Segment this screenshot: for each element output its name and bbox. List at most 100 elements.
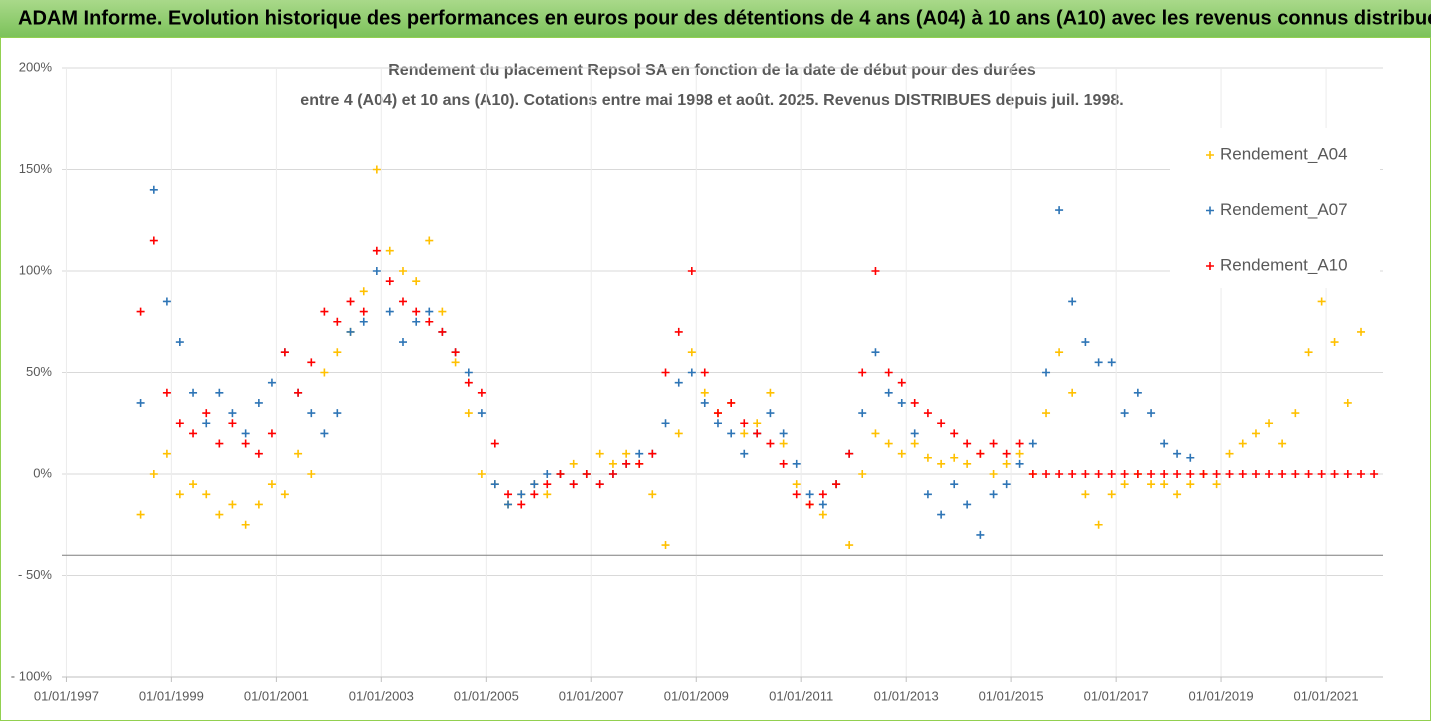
point	[359, 287, 368, 296]
point	[950, 429, 959, 438]
point	[1225, 449, 1234, 458]
point	[1042, 470, 1051, 478]
point	[267, 429, 276, 438]
point	[425, 317, 434, 326]
point	[766, 439, 775, 448]
point	[897, 449, 906, 458]
point	[241, 520, 250, 529]
point	[910, 429, 919, 438]
point	[674, 429, 683, 438]
point	[425, 307, 434, 316]
point	[228, 409, 237, 418]
x-tick-label: 01/01/2001	[244, 688, 309, 703]
point	[517, 490, 526, 499]
point	[740, 429, 749, 438]
point	[320, 368, 329, 377]
x-tick-label: 01/01/2021	[1294, 688, 1359, 703]
point	[779, 429, 788, 438]
point	[871, 429, 880, 438]
point	[175, 338, 184, 347]
x-tick-label: 01/01/2013	[874, 688, 939, 703]
point	[1317, 470, 1326, 478]
point	[464, 368, 473, 377]
point	[766, 388, 775, 397]
point	[989, 490, 998, 499]
point	[504, 490, 513, 499]
point	[753, 429, 762, 438]
point	[385, 277, 394, 286]
legend-label: Rendement_A10	[1220, 255, 1348, 274]
point	[398, 338, 407, 347]
point	[1173, 490, 1182, 499]
point	[1225, 470, 1234, 478]
point	[753, 419, 762, 428]
point	[1028, 439, 1037, 448]
point	[608, 470, 617, 478]
point	[215, 388, 224, 397]
point	[136, 398, 145, 407]
point	[372, 246, 381, 255]
point	[438, 327, 447, 336]
point	[1304, 348, 1313, 357]
point	[884, 388, 893, 397]
legend-label: Rendement_A04	[1220, 144, 1348, 163]
point	[661, 541, 670, 550]
point	[727, 429, 736, 438]
point	[228, 500, 237, 509]
point	[1186, 453, 1195, 462]
x-tick-label: 01/01/2015	[979, 688, 1044, 703]
point	[858, 470, 867, 478]
point	[779, 459, 788, 468]
point	[425, 236, 434, 245]
point	[1081, 338, 1090, 347]
point	[1251, 470, 1260, 478]
point	[1120, 480, 1129, 489]
point	[976, 449, 985, 458]
point	[149, 236, 158, 245]
point	[976, 530, 985, 539]
point	[1147, 480, 1156, 489]
point	[989, 470, 998, 478]
point	[884, 368, 893, 377]
point	[438, 307, 447, 316]
point	[818, 490, 827, 499]
point	[1002, 480, 1011, 489]
point	[346, 327, 355, 336]
point	[1147, 409, 1156, 418]
y-tick-label: 50%	[26, 364, 52, 379]
point	[635, 449, 644, 458]
point	[451, 358, 460, 367]
point	[543, 480, 552, 489]
point	[385, 307, 394, 316]
point	[1212, 480, 1221, 489]
point	[700, 368, 709, 377]
point	[648, 490, 657, 499]
point	[1081, 490, 1090, 499]
point	[1291, 409, 1300, 418]
point	[477, 409, 486, 418]
point	[162, 297, 171, 306]
x-tick-label: 01/01/1997	[34, 688, 99, 703]
point	[740, 419, 749, 428]
point	[1094, 520, 1103, 529]
header-bar	[0, 0, 1431, 37]
point	[700, 388, 709, 397]
point	[700, 398, 709, 407]
point	[1015, 449, 1024, 458]
point	[1265, 419, 1274, 428]
point	[280, 490, 289, 499]
point	[674, 327, 683, 336]
x-tick-label: 01/01/1999	[139, 688, 204, 703]
point	[228, 419, 237, 428]
point	[1186, 480, 1195, 489]
point	[727, 398, 736, 407]
point	[372, 267, 381, 275]
legend-marker	[1206, 206, 1214, 215]
point	[1212, 470, 1221, 478]
point	[963, 500, 972, 509]
point	[1343, 398, 1352, 407]
x-tick-label: 01/01/2007	[559, 688, 624, 703]
point	[464, 378, 473, 387]
point	[307, 358, 316, 367]
